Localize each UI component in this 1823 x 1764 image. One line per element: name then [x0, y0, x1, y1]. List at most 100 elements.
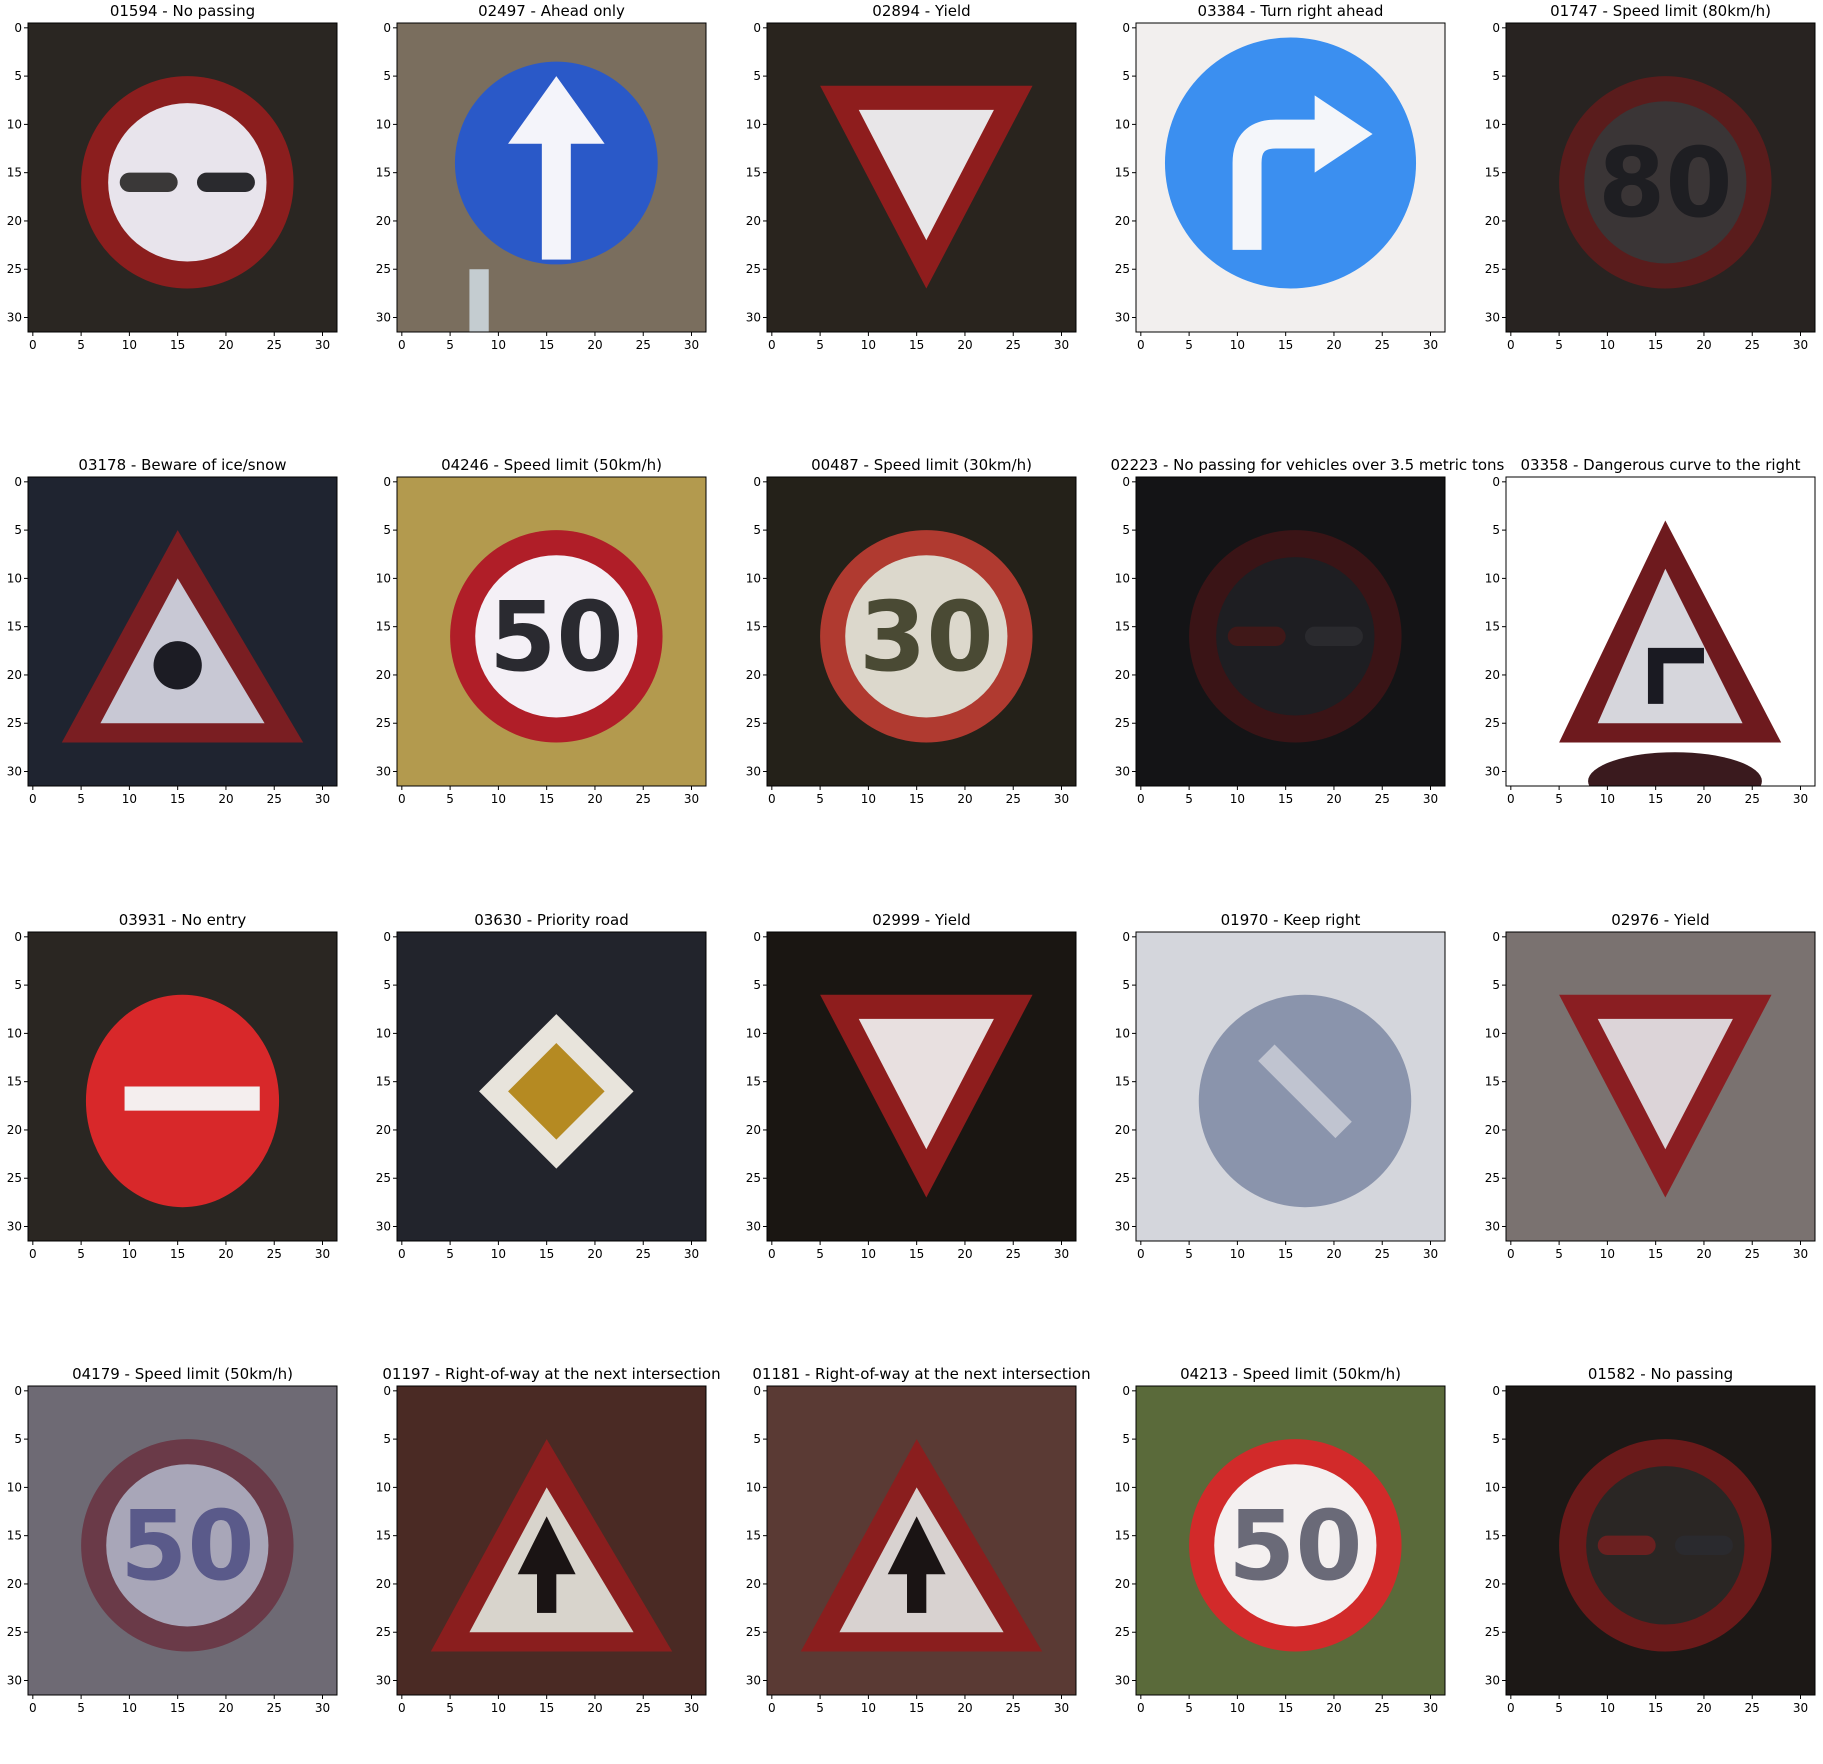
x-tick-label: 25: [1745, 1701, 1760, 1715]
x-tick-label: 15: [909, 338, 924, 352]
y-tick-label: 5: [1492, 523, 1500, 537]
y-tick-label: 10: [7, 1026, 22, 1040]
x-tick-label: 0: [29, 1247, 37, 1261]
y-tick-label: 20: [376, 668, 391, 682]
x-tick-label: 5: [1555, 792, 1563, 806]
intersection-bar: [907, 1555, 926, 1613]
y-tick-label: 15: [1115, 166, 1130, 180]
x-tick-label: 30: [1793, 338, 1808, 352]
x-tick-label: 15: [1648, 1701, 1663, 1715]
sign-image: [397, 23, 706, 337]
x-tick-label: 10: [491, 792, 506, 806]
sign-image: [1506, 1386, 1815, 1695]
x-tick-label: 15: [1648, 792, 1663, 806]
y-tick-label: 10: [1115, 117, 1130, 131]
x-tick-label: 0: [1137, 1247, 1145, 1261]
y-tick-label: 20: [7, 668, 22, 682]
y-tick-label: 20: [1485, 1123, 1500, 1137]
x-tick-label: 25: [636, 792, 651, 806]
y-tick-label: 0: [383, 21, 391, 35]
x-tick-label: 15: [539, 1247, 554, 1261]
y-tick-label: 0: [383, 1384, 391, 1398]
y-tick-label: 5: [753, 1432, 761, 1446]
x-tick-label: 30: [315, 1247, 330, 1261]
sign-image: [767, 1386, 1076, 1695]
x-tick-label: 10: [861, 1247, 876, 1261]
sign-image: [28, 477, 337, 786]
x-tick-label: 5: [816, 338, 824, 352]
y-tick-label: 5: [1122, 69, 1130, 83]
x-tick-label: 20: [1326, 792, 1341, 806]
x-tick-label: 15: [1278, 1247, 1293, 1261]
y-tick-label: 15: [1485, 1529, 1500, 1543]
image-panel: 01197 - Right-of-way at the next interse…: [372, 1364, 732, 1764]
x-tick-label: 30: [1423, 792, 1438, 806]
y-tick-label: 0: [383, 475, 391, 489]
x-tick-label: 10: [861, 1701, 876, 1715]
y-tick-label: 30: [1485, 1674, 1500, 1688]
y-tick-label: 0: [383, 930, 391, 944]
y-tick-label: 15: [376, 1529, 391, 1543]
y-tick-label: 5: [753, 523, 761, 537]
y-tick-label: 0: [1492, 475, 1500, 489]
y-tick-label: 0: [14, 930, 22, 944]
x-tick-label: 0: [398, 1247, 406, 1261]
x-tick-label: 25: [1375, 338, 1390, 352]
y-tick-label: 25: [376, 1171, 391, 1185]
y-tick-label: 30: [376, 1220, 391, 1234]
y-tick-label: 0: [14, 1384, 22, 1398]
speed-value: 50: [1228, 1489, 1362, 1602]
x-tick-label: 15: [1278, 792, 1293, 806]
x-tick-label: 10: [861, 338, 876, 352]
x-tick-label: 20: [218, 338, 233, 352]
x-tick-label: 15: [170, 1701, 185, 1715]
x-tick-label: 15: [1278, 1701, 1293, 1715]
x-tick-label: 0: [398, 792, 406, 806]
y-tick-label: 15: [746, 166, 761, 180]
x-tick-label: 10: [1230, 792, 1245, 806]
y-tick-label: 15: [1485, 1075, 1500, 1089]
y-tick-label: 20: [7, 214, 22, 228]
x-tick-label: 0: [768, 1701, 776, 1715]
y-tick-label: 30: [376, 765, 391, 779]
y-tick-label: 0: [1492, 930, 1500, 944]
x-tick-label: 15: [909, 1247, 924, 1261]
y-tick-label: 10: [7, 117, 22, 131]
y-tick-label: 5: [14, 523, 22, 537]
x-tick-label: 20: [587, 338, 602, 352]
y-tick-label: 30: [1485, 311, 1500, 325]
speed-value: 80: [1598, 126, 1732, 239]
y-tick-label: 5: [1492, 978, 1500, 992]
x-tick-label: 5: [1185, 792, 1193, 806]
x-tick-label: 20: [1696, 338, 1711, 352]
x-tick-label: 25: [1006, 338, 1021, 352]
y-tick-label: 25: [376, 716, 391, 730]
y-tick-label: 25: [376, 262, 391, 276]
y-tick-label: 15: [1485, 166, 1500, 180]
car-left: [120, 173, 178, 192]
x-tick-label: 30: [1054, 1247, 1069, 1261]
y-tick-label: 15: [746, 620, 761, 634]
x-tick-label: 25: [1006, 1701, 1021, 1715]
x-tick-label: 25: [267, 338, 282, 352]
y-tick-label: 25: [746, 1171, 761, 1185]
y-tick-label: 25: [7, 1625, 22, 1639]
x-tick-label: 20: [218, 1701, 233, 1715]
y-tick-label: 0: [753, 21, 761, 35]
sign-image: [1136, 23, 1445, 332]
y-tick-label: 10: [376, 1480, 391, 1494]
y-tick-label: 20: [746, 668, 761, 682]
x-tick-label: 15: [909, 792, 924, 806]
y-tick-label: 0: [1122, 475, 1130, 489]
x-tick-label: 25: [636, 1247, 651, 1261]
